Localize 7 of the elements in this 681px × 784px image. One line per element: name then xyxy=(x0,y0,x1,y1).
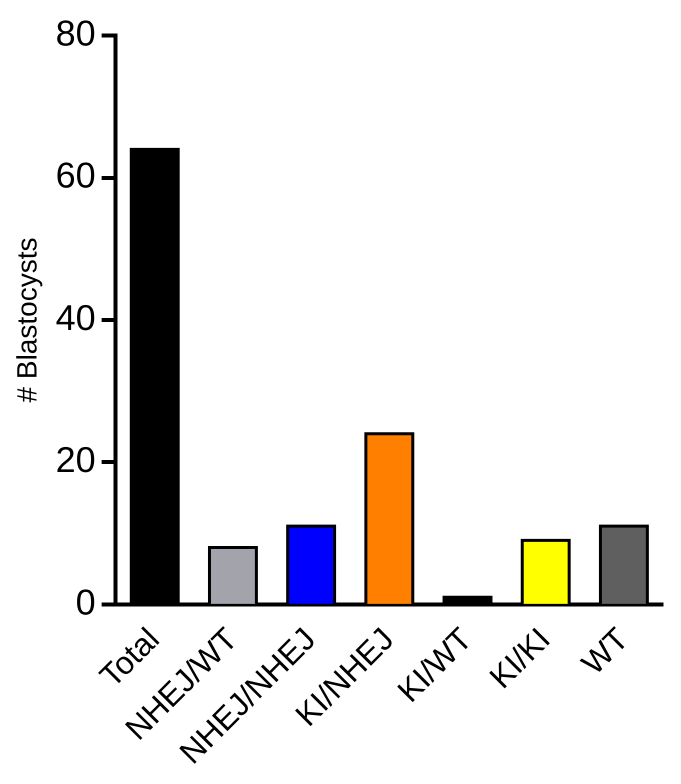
y-tick-label: 20 xyxy=(56,439,96,480)
y-tick-label: 60 xyxy=(56,154,96,196)
y-tick-label: 40 xyxy=(56,296,96,338)
y-axis-title: # Blastocysts xyxy=(12,238,43,402)
y-tick-label: 80 xyxy=(56,12,96,54)
x-tick-label: WT xyxy=(574,620,636,682)
y-tick-label: 0 xyxy=(76,581,96,622)
